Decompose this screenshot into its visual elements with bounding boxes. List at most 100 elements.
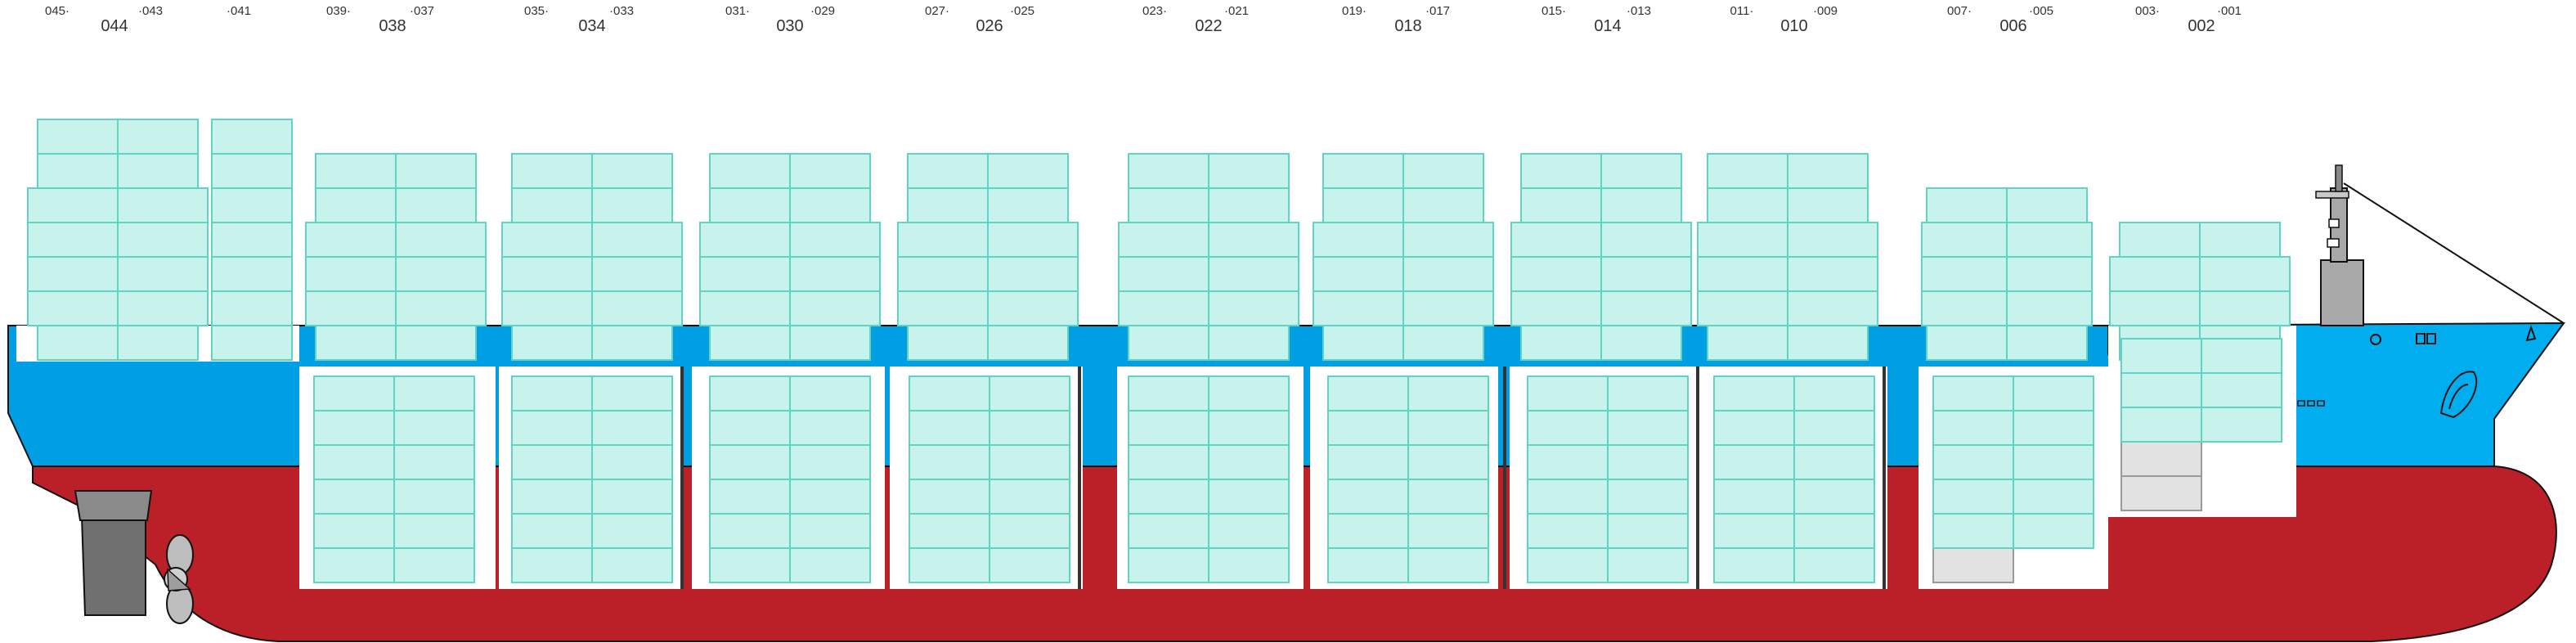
container bbox=[1921, 256, 2008, 292]
container bbox=[789, 375, 871, 411]
container bbox=[37, 119, 119, 155]
container bbox=[393, 444, 475, 480]
container-empty-slot bbox=[2120, 441, 2202, 477]
container bbox=[789, 547, 871, 583]
bulkhead-line bbox=[680, 366, 684, 589]
container bbox=[37, 153, 119, 189]
forward-mast bbox=[2315, 164, 2565, 326]
container bbox=[1600, 290, 1692, 326]
container bbox=[2006, 325, 2088, 361]
container bbox=[1793, 513, 1875, 549]
forward-hold-edge bbox=[2288, 326, 2296, 517]
container bbox=[511, 325, 593, 361]
container bbox=[305, 222, 397, 258]
container bbox=[1607, 479, 1689, 515]
container bbox=[1208, 256, 1299, 292]
deck-stack bbox=[699, 153, 881, 361]
container bbox=[2013, 410, 2094, 446]
container bbox=[1208, 513, 1290, 549]
bay-number-odd-right: ·001 bbox=[2217, 4, 2242, 18]
hold-stack bbox=[909, 375, 1070, 583]
container bbox=[511, 153, 593, 189]
container bbox=[591, 187, 673, 223]
container bbox=[1713, 375, 1795, 411]
container bbox=[305, 290, 397, 326]
container bbox=[211, 256, 293, 292]
container bbox=[393, 410, 475, 446]
container bbox=[1208, 153, 1290, 189]
container bbox=[1932, 479, 2014, 515]
container bbox=[27, 256, 119, 292]
deck-stack bbox=[897, 153, 1079, 361]
bay-number-odd-left: 039· bbox=[326, 4, 351, 18]
bay-number-odd-right: ·041 bbox=[227, 4, 251, 18]
bay-number-odd-right: ·025 bbox=[1010, 4, 1034, 18]
container bbox=[1128, 547, 1209, 583]
container bbox=[591, 375, 673, 411]
container bbox=[1327, 410, 1409, 446]
bay-labels: 044 045· ·043 ·041 038 039· ·037 034 035· ·033 030… bbox=[45, 4, 2242, 35]
bay-number-main: 014 bbox=[1594, 17, 1621, 35]
bay-number-odd-left: 007· bbox=[1947, 4, 1972, 18]
container bbox=[1600, 187, 1682, 223]
container bbox=[511, 187, 593, 223]
container bbox=[699, 256, 791, 292]
container bbox=[395, 222, 487, 258]
container bbox=[1208, 325, 1290, 361]
container bbox=[1322, 187, 1404, 223]
container bbox=[1793, 410, 1875, 446]
container bbox=[1600, 256, 1692, 292]
container bbox=[211, 222, 293, 258]
container bbox=[511, 410, 593, 446]
rudder bbox=[80, 516, 146, 616]
bay-label-group: 014 015· ·013 bbox=[1542, 4, 1651, 35]
container bbox=[395, 290, 487, 326]
container bbox=[1128, 187, 1209, 223]
container bbox=[1402, 187, 1484, 223]
container bbox=[1128, 325, 1209, 361]
container bbox=[709, 325, 791, 361]
container bbox=[1327, 547, 1409, 583]
bay-label-group: 038 039· ·037 bbox=[326, 4, 434, 35]
container bbox=[2006, 256, 2093, 292]
container bbox=[1407, 444, 1489, 480]
container bbox=[709, 513, 791, 549]
container bbox=[909, 410, 990, 446]
container bbox=[117, 325, 199, 361]
bulkhead-line bbox=[1883, 366, 1886, 589]
container bbox=[1208, 290, 1299, 326]
container bbox=[1527, 410, 1609, 446]
hold-stack bbox=[2120, 338, 2282, 511]
container bbox=[591, 153, 673, 189]
container bbox=[511, 444, 593, 480]
container bbox=[1527, 444, 1609, 480]
container bbox=[1402, 153, 1484, 189]
bay-number-odd-right: ·017 bbox=[1425, 4, 1450, 18]
deck-stack bbox=[305, 153, 487, 361]
container bbox=[789, 222, 881, 258]
container bbox=[1510, 290, 1602, 326]
container bbox=[1327, 513, 1409, 549]
container bbox=[313, 479, 395, 515]
hold-stack bbox=[1527, 375, 1689, 583]
container bbox=[2201, 372, 2282, 408]
container bbox=[591, 222, 683, 258]
deck-stack bbox=[1510, 153, 1692, 361]
container bbox=[1118, 290, 1209, 326]
container bbox=[2120, 407, 2202, 443]
container bbox=[1707, 153, 1788, 189]
container bbox=[1926, 325, 2008, 361]
container bbox=[2006, 187, 2088, 223]
deck-stack bbox=[1697, 153, 1878, 361]
container bbox=[37, 325, 119, 361]
container bbox=[909, 444, 990, 480]
container bbox=[211, 119, 293, 155]
container bbox=[2013, 513, 2094, 549]
container bbox=[909, 375, 990, 411]
bay-number-main: 006 bbox=[1999, 17, 2026, 35]
container bbox=[1407, 547, 1489, 583]
container bbox=[989, 479, 1070, 515]
container bbox=[1128, 444, 1209, 480]
container bbox=[1327, 479, 1409, 515]
container-empty-slot bbox=[2120, 475, 2202, 511]
